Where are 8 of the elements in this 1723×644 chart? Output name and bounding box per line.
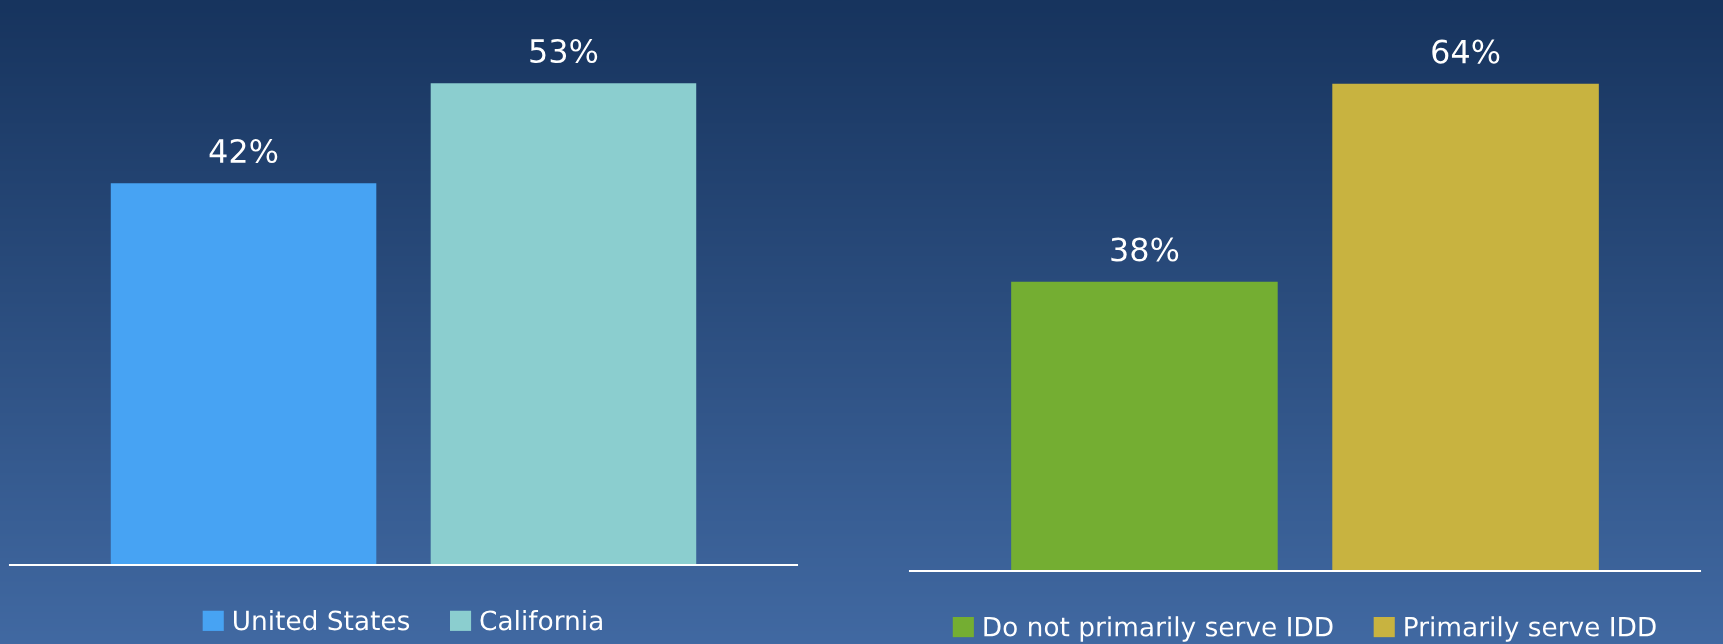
legend-label: Do not primarily serve IDD (984, 616, 1333, 642)
data-label: 42% (209, 138, 278, 164)
data-label: 53% (530, 38, 598, 64)
legend-label: California (480, 609, 602, 631)
legend-label: Primarily serve IDD (1405, 616, 1656, 642)
legend-label: United States (234, 609, 410, 631)
data-label: 64% (1432, 39, 1500, 64)
data-label: 38% (1111, 237, 1179, 262)
